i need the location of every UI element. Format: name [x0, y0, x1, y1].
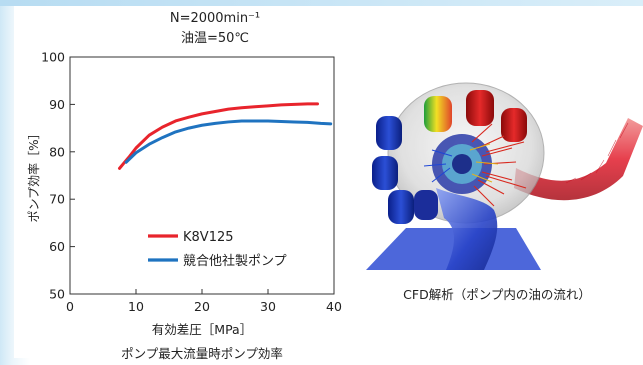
y-tick-label: 80: [49, 144, 65, 159]
flow-vectors-blue: [423, 149, 453, 183]
plot-area: [69, 56, 335, 295]
inlet-flow: [436, 188, 498, 270]
pump-cylinders: [372, 90, 527, 224]
flow-vectors-yellow: [469, 143, 499, 183]
x-tick-label: 40: [326, 299, 342, 314]
y-axis-label: ポンプ効率［%］: [26, 127, 41, 222]
top-accent-bar: [0, 0, 643, 6]
series-line-k8v125: [118, 102, 319, 170]
series-line-competitor: [124, 119, 333, 164]
cfd-caption: CFD解析（ポンプ内の油の流れ）: [403, 287, 591, 302]
y-tick-label: 90: [49, 97, 65, 112]
efficiency-chart: N=2000min⁻¹ 油温=50℃ 50 60 70 80 90 100 0 10 20 30…: [26, 11, 342, 361]
x-tick-label: 20: [194, 299, 210, 314]
y-tick-label: 60: [49, 239, 65, 254]
x-tick-label: 0: [66, 299, 74, 314]
x-axis-label: 有効差圧［MPa］: [152, 322, 252, 337]
legend-label-k8v125: K8V125: [183, 230, 234, 245]
y-tick-label: 50: [49, 287, 65, 302]
chart-title: N=2000min⁻¹: [170, 11, 260, 26]
outlet-pipe: [514, 118, 643, 201]
pipe-streamlines: [565, 122, 629, 184]
legend: K8V125 競合他社製ポンプ: [148, 230, 287, 269]
x-axis-ticks: 0 10 20 30 40: [66, 289, 342, 314]
legend-label-competitor: 競合他社製ポンプ: [183, 253, 287, 269]
chart-caption: ポンプ最大流量時ポンプ効率: [121, 346, 283, 361]
chart-subtitle: 油温=50℃: [181, 31, 249, 46]
y-tick-label: 100: [41, 50, 65, 65]
series-lines: [118, 102, 333, 170]
x-tick-label: 30: [260, 299, 276, 314]
y-axis-ticks: 50 60 70 80 90 100: [41, 50, 75, 302]
y-tick-label: 70: [49, 192, 65, 207]
x-tick-label: 10: [128, 299, 144, 314]
cfd-pump-illustration: [366, 82, 643, 270]
